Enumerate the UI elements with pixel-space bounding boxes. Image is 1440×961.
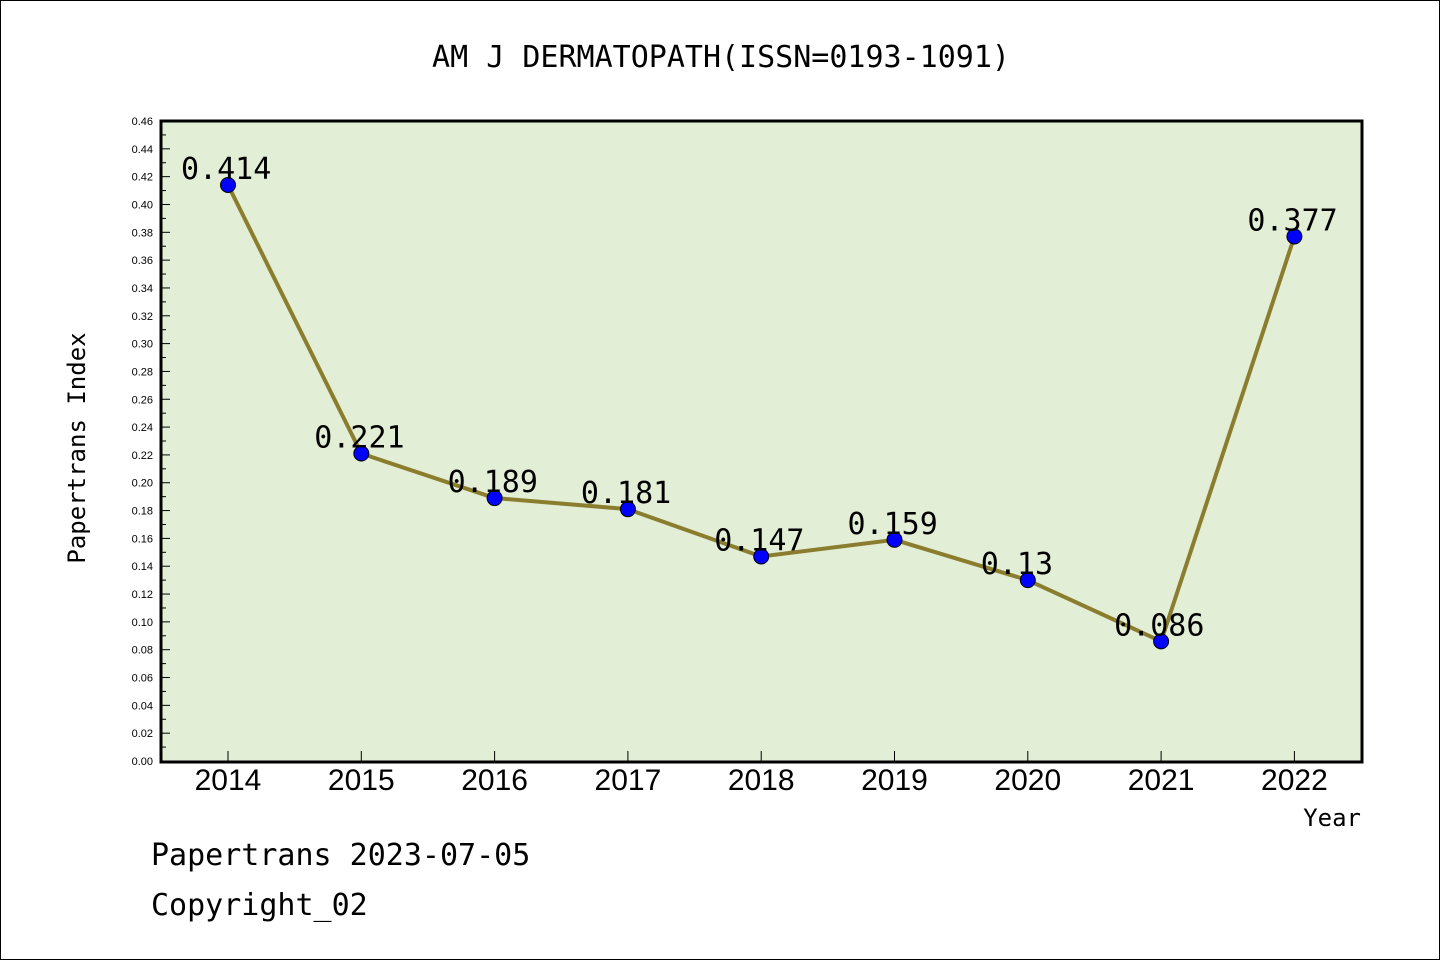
footer-date-text: Papertrans 2023-07-05 [151,838,530,873]
x-tick-label: 2018 [728,764,795,797]
x-tick-label: 2022 [1261,764,1328,797]
y-tick-label: 0.16 [132,533,153,545]
y-tick-label: 0.18 [132,506,153,518]
data-value-label: 0.147 [714,523,804,558]
y-tick-label: 0.46 [132,116,153,128]
y-axis-title: Papertrans Index [63,332,91,563]
y-tick-label: 0.14 [132,561,153,573]
data-value-label: 0.13 [981,547,1053,582]
data-point-marker [1153,633,1170,650]
series-line-group [220,177,1303,650]
data-point-marker [886,531,903,548]
data-label-group: 0.414 0.221 0.189 0.181 0.147 0.159 0.13 0.086 0… [181,152,1338,643]
y-tick-label: 0.44 [132,144,153,156]
y-tick-label: 0.34 [132,283,153,295]
y-tick-label: 0.42 [132,172,153,184]
y-tick-label: 0.32 [132,311,153,323]
y-tick-label: 0.22 [132,450,153,462]
data-value-label: 0.221 [314,421,404,456]
x-tick-label: 2014 [195,764,262,797]
y-tick-label: 0.40 [132,199,153,211]
x-axis-title: Year [1303,804,1361,832]
x-tick-label: 2016 [461,764,528,797]
plot-area [159,119,1364,764]
y-tick-label: 0.10 [132,617,153,629]
y-tick-label: 0.38 [132,227,153,239]
y-axis: 0.00 0.02 0.04 0.06 0.08 0.10 0.12 0.14 0.16 0.18… [132,116,170,768]
data-value-label: 0.086 [1114,608,1204,643]
y-tick-label: 0.08 [132,645,153,657]
x-tick-label: 2015 [328,764,395,797]
data-value-label: 0.159 [848,507,938,542]
x-tick-label: 2017 [595,764,662,797]
data-point-marker [753,548,770,565]
y-tick-label: 0.20 [132,478,153,490]
data-point-marker [486,490,503,507]
y-tick-label: 0.06 [132,673,153,685]
data-value-label: 0.414 [181,152,271,187]
y-tick-label: 0.24 [132,422,153,434]
data-value-label: 0.189 [448,465,538,500]
x-tick-label: 2021 [1128,764,1195,797]
footer-copyright-text: Copyright_02 [151,888,368,923]
x-tick-label: 2020 [994,764,1061,797]
data-point-marker [619,501,636,518]
y-tick-label: 0.00 [132,756,153,768]
y-tick-label: 0.26 [132,394,153,406]
y-tick-label: 0.28 [132,366,153,378]
data-point-marker [353,445,370,462]
y-tick-label: 0.12 [132,589,153,601]
y-tick-label: 0.04 [132,700,153,712]
data-value-label: 0.181 [581,476,671,511]
chart-title: AM J DERMATOPATH(ISSN=0193-1091) [432,40,1010,75]
y-tick-label: 0.36 [132,255,153,267]
data-point-marker [220,177,236,193]
data-point-marker [1019,572,1036,589]
data-point-marker [1286,228,1303,245]
x-axis: 2014 2015 2016 2017 2018 2019 2020 2021 2022 [195,751,1328,797]
y-tick-label: 0.02 [132,728,153,740]
x-tick-label: 2019 [861,764,928,797]
data-value-label: 0.377 [1247,203,1337,238]
y-tick-label: 0.30 [132,339,153,351]
